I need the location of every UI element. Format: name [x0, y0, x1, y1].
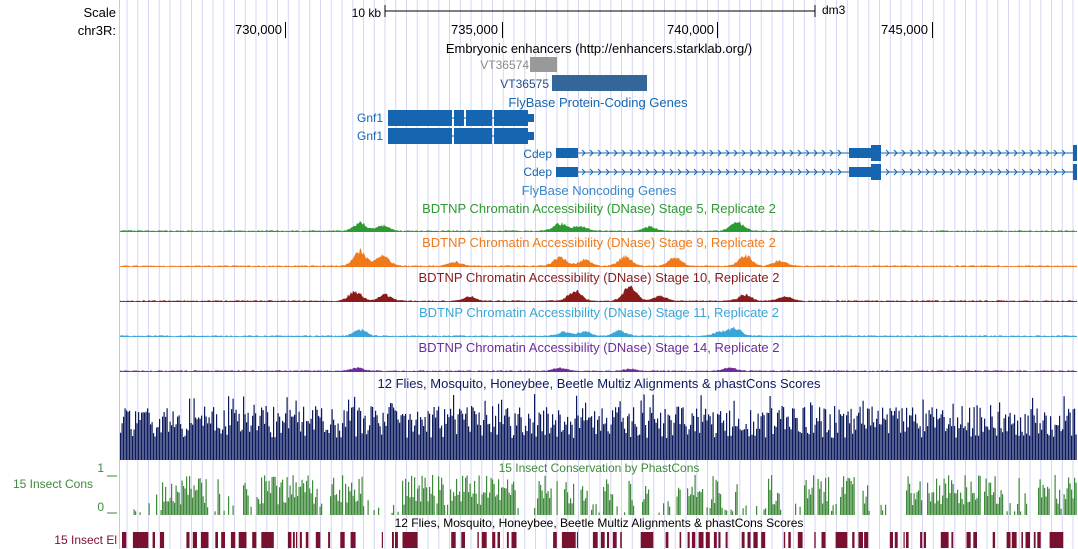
track-title: 12 Flies, Mosquito, Honeybee, Beetle Mul…: [395, 516, 804, 530]
track-title: FlyBase Protein-Coding Genes: [508, 95, 688, 110]
chrom-label: chr3R:: [78, 23, 116, 38]
gene-label-gnf1: Gnf1: [357, 129, 383, 143]
gene-label-cdep: Cdep: [523, 165, 552, 179]
track-title: BDTNP Chromatin Accessibility (DNase) St…: [422, 201, 776, 216]
track-title: 15 Insect Conservation by PhastCons: [499, 461, 700, 475]
conserved-elements-track[interactable]: 12 Flies, Mosquito, Honeybee, Beetle Mul…: [54, 516, 1064, 548]
side-label[interactable]: 15 Insect Cons: [13, 477, 93, 491]
track-title: FlyBase Noncoding Genes: [522, 183, 677, 198]
signal-wiggle: [120, 366, 1077, 372]
track-title: BDTNP Chromatin Accessibility (DNase) St…: [419, 305, 779, 320]
gene-gnf1[interactable]: [388, 110, 534, 126]
strand-chevrons: [581, 149, 1066, 157]
signal-wiggle: [120, 285, 1077, 302]
enhancer-label-vt36575: VT36575: [500, 77, 549, 91]
dnase-stage14-track[interactable]: BDTNP Chromatin Accessibility (DNase) St…: [120, 340, 1077, 372]
dnase-stage9-track[interactable]: BDTNP Chromatin Accessibility (DNase) St…: [120, 235, 1077, 267]
enhancer-label-vt36574: VT36574: [480, 58, 529, 72]
signal-wiggle: [120, 248, 1077, 267]
phastcons-bars: [133, 475, 1077, 515]
position-label: 735,000: [451, 22, 498, 37]
side-label[interactable]: 15 Insect El: [54, 533, 117, 547]
element-blocks: [122, 532, 1064, 548]
dnase-stage5-track[interactable]: BDTNP Chromatin Accessibility (DNase) St…: [120, 201, 1077, 232]
track-title: BDTNP Chromatin Accessibility (DNase) St…: [422, 235, 776, 250]
flybase-coding-track[interactable]: FlyBase Protein-Coding Genes Gnf1 Gnf1 C…: [357, 95, 1077, 180]
scale-label: Scale: [83, 5, 116, 20]
dnase-stage11-track[interactable]: BDTNP Chromatin Accessibility (DNase) St…: [120, 305, 1077, 337]
multiz-track[interactable]: 12 Flies, Mosquito, Honeybee, Beetle Mul…: [120, 376, 1077, 460]
position-label: 745,000: [881, 22, 928, 37]
enhancer-vt36574[interactable]: [530, 57, 557, 72]
phastcons-track[interactable]: 15 Insect Conservation by PhastCons 15 I…: [13, 461, 1077, 515]
ruler-track[interactable]: Scale chr3R: 10 kb dm3 730,000 735,000 7…: [78, 3, 933, 38]
assembly-label: dm3: [822, 3, 846, 17]
scale-min-label: 0: [97, 500, 104, 514]
track-title: BDTNP Chromatin Accessibility (DNase) St…: [418, 270, 779, 285]
position-label: 730,000: [235, 22, 282, 37]
gene-label-cdep: Cdep: [523, 147, 552, 161]
enhancers-track[interactable]: Embryonic enhancers (http://enhancers.st…: [446, 41, 752, 91]
scale-bar-label: 10 kb: [352, 6, 382, 20]
gene-cdep[interactable]: [556, 145, 1077, 161]
gene-label-gnf1: Gnf1: [357, 111, 383, 125]
gene-gnf1[interactable]: [388, 128, 534, 144]
scale-max-label: 1: [97, 461, 104, 475]
enhancer-vt36575[interactable]: [552, 75, 647, 91]
signal-wiggle: [120, 221, 1077, 232]
track-title: BDTNP Chromatin Accessibility (DNase) St…: [418, 340, 779, 355]
gene-cdep[interactable]: [556, 164, 1077, 180]
signal-wiggle: [120, 326, 1077, 337]
dnase-stage10-track[interactable]: BDTNP Chromatin Accessibility (DNase) St…: [120, 270, 1077, 302]
position-label: 740,000: [667, 22, 714, 37]
flybase-noncoding-track[interactable]: FlyBase Noncoding Genes: [522, 183, 677, 198]
multiz-bars: [120, 394, 1077, 460]
track-title: Embryonic enhancers (http://enhancers.st…: [446, 41, 752, 56]
track-title: 12 Flies, Mosquito, Honeybee, Beetle Mul…: [378, 376, 821, 391]
strand-chevrons: [581, 168, 1066, 176]
